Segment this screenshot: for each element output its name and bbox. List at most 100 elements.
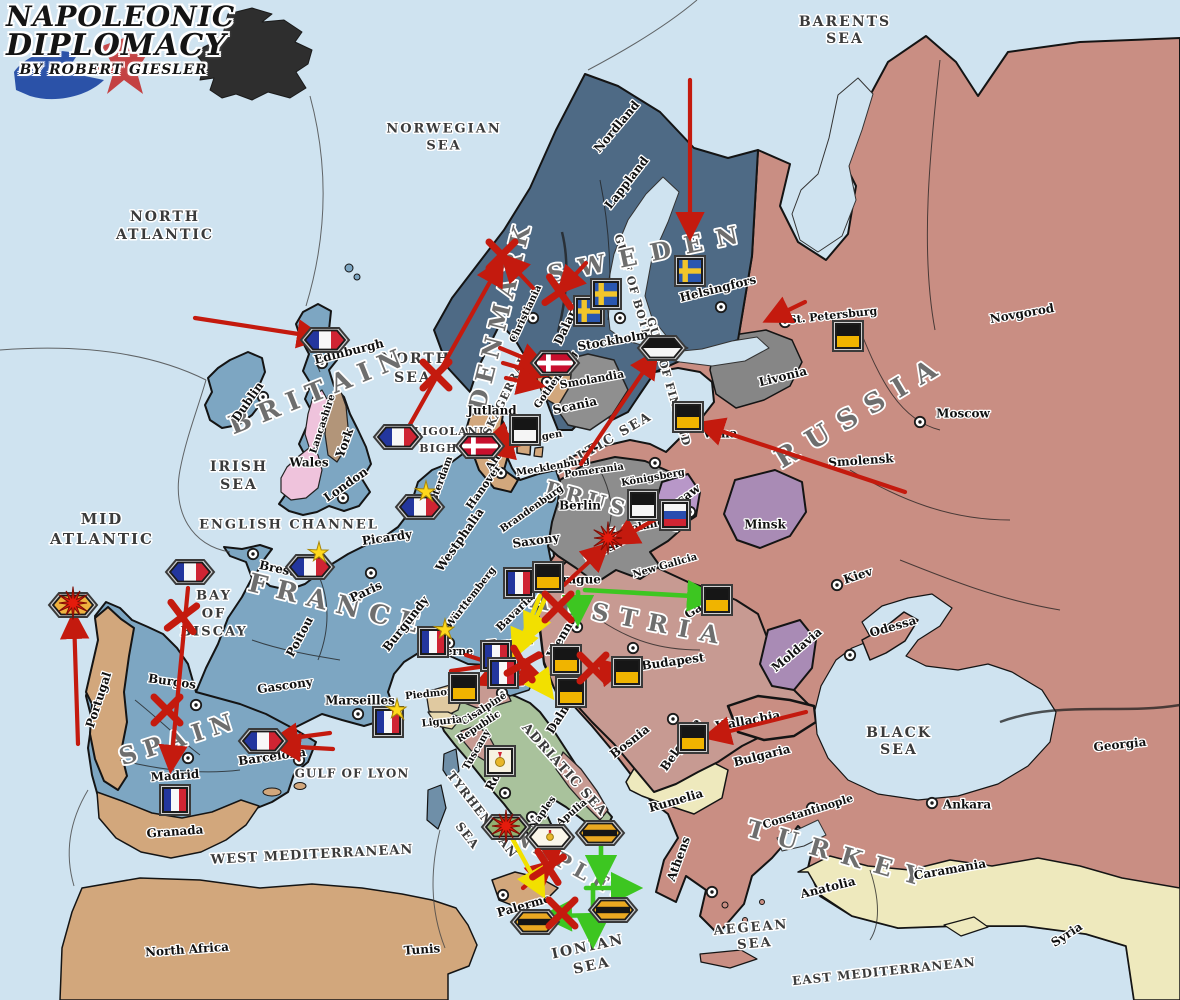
region-ireland[interactable]	[204, 351, 266, 429]
supply-center-berlin[interactable]	[543, 490, 557, 504]
unit-fleet-france[interactable]	[237, 728, 289, 754]
unit-army-austria[interactable]	[701, 584, 733, 616]
region-turkey-anatolia[interactable]	[797, 855, 1180, 1000]
supply-center-naples[interactable]	[525, 810, 539, 824]
title-line2: DIPLOMACY	[6, 28, 227, 64]
battle-x-mark	[163, 598, 201, 636]
region-label-smolensk: Smolensk	[828, 451, 895, 470]
supply-center-palermo[interactable]	[496, 888, 510, 902]
supply-center-budapest[interactable]	[626, 641, 640, 655]
battle-x-mark	[503, 644, 543, 684]
sea-label-of: OF	[202, 607, 227, 622]
unit-army-austria[interactable]	[532, 561, 564, 593]
region-label-marseilles: Marseilles	[325, 694, 395, 708]
unit-army-austria[interactable]	[555, 676, 587, 708]
sea-white-sea	[791, 77, 874, 253]
supply-center-christiania[interactable]	[526, 311, 540, 325]
unit-fleet-denmark[interactable]	[529, 350, 581, 376]
region-aegean-islet	[721, 901, 729, 909]
region-label-jutland: Jutland	[466, 404, 517, 418]
unit-fleet-denmark[interactable]	[454, 433, 506, 459]
region-york[interactable]	[324, 391, 349, 463]
region-wales[interactable]	[280, 447, 323, 501]
supply-center-k-nigsberg[interactable]	[648, 456, 662, 470]
blue-splash-shape	[14, 51, 104, 100]
move-arrow-yellow	[510, 593, 543, 661]
sea-label-irish: IRISH	[210, 459, 268, 475]
supply-center-paris[interactable]	[364, 566, 378, 580]
supply-center-rome[interactable]	[498, 786, 512, 800]
supply-center-ankara[interactable]	[925, 796, 939, 810]
region-portugal[interactable]	[85, 606, 135, 791]
supply-star	[432, 616, 456, 641]
supply-center-stockholm[interactable]	[613, 311, 627, 325]
unit-fleet-france[interactable]	[372, 424, 424, 450]
unit-army-prussia[interactable]	[509, 414, 541, 446]
supply-center-athens[interactable]	[705, 885, 719, 899]
region-label-moscow: Moscow	[936, 407, 990, 421]
battle-x-mark	[576, 651, 610, 685]
region-moldavia[interactable]	[759, 619, 817, 691]
unit-fleet-naples[interactable]	[574, 820, 626, 846]
unit-army-sweden[interactable]	[590, 278, 622, 310]
supply-center-belgrade[interactable]	[666, 712, 680, 726]
title-byline: BY ROBERT GIESLER	[19, 62, 208, 79]
unit-army-austria[interactable]	[832, 320, 864, 352]
unit-army-france[interactable]	[159, 784, 191, 816]
title-splash-art	[14, 38, 161, 100]
supply-center-helsingfors[interactable]	[714, 300, 728, 314]
unit-army-austria[interactable]	[672, 401, 704, 433]
sea-label-sea: SEA	[880, 742, 918, 758]
region-aegean-islet-3	[759, 899, 765, 905]
region-north-africa[interactable]	[59, 877, 478, 1000]
supply-center-madrid[interactable]	[181, 751, 195, 765]
sea-label-english-channel: ENGLISH CHANNEL	[199, 518, 379, 533]
battle-x-mark	[419, 358, 453, 392]
move-arrow-red	[503, 366, 547, 395]
explosion-mark	[593, 521, 623, 555]
supply-center-kiev[interactable]	[830, 578, 844, 592]
supply-center-constantinople[interactable]	[805, 801, 819, 815]
unit-army-rome[interactable]	[484, 745, 516, 777]
move-arrow-red	[59, 609, 90, 747]
unit-army-russia[interactable]	[659, 499, 691, 531]
supply-center-altona[interactable]	[494, 466, 508, 480]
supply-center-burgos[interactable]	[189, 698, 203, 712]
unit-fleet-france[interactable]	[284, 554, 336, 580]
region-label-minsk: Minsk	[744, 518, 786, 532]
unit-fleet-naples_white[interactable]	[524, 824, 576, 850]
unit-army-austria[interactable]	[611, 656, 643, 688]
unit-fleet-prussia[interactable]	[636, 335, 688, 361]
supply-center-dublin[interactable]	[256, 390, 270, 404]
unit-fleet-naples[interactable]	[587, 897, 639, 923]
supply-center-venice[interactable]	[495, 686, 509, 700]
unit-fleet-france[interactable]	[299, 327, 351, 353]
unit-army-france[interactable]	[372, 706, 404, 738]
supply-center-odessa[interactable]	[843, 648, 857, 662]
supply-center-edinburgh[interactable]	[315, 356, 329, 370]
region-liguria[interactable]	[427, 711, 462, 730]
supply-center-marseilles[interactable]	[351, 707, 365, 721]
unit-army-austria[interactable]	[677, 722, 709, 754]
move-arrow-red	[192, 315, 327, 349]
unit-army-sweden[interactable]	[674, 255, 706, 287]
sea-label-barents: BARENTS	[799, 14, 891, 30]
unit-army-france[interactable]	[503, 567, 535, 599]
supply-center-london[interactable]	[336, 491, 350, 505]
sea-marmara	[776, 819, 827, 852]
unit-army-prussia[interactable]	[627, 489, 659, 521]
unit-fleet-france[interactable]	[164, 559, 216, 585]
unit-army-austria[interactable]	[550, 644, 582, 676]
move-arrow-yellow	[509, 835, 546, 899]
region-label-berlin: Berlin	[559, 499, 601, 513]
supply-center-brest[interactable]	[246, 547, 260, 561]
unit-army-austria[interactable]	[448, 672, 480, 704]
region-minsk[interactable]	[723, 469, 807, 549]
supply-star	[306, 539, 330, 564]
region-label-wales: Wales	[288, 456, 328, 470]
supply-center-moscow[interactable]	[913, 415, 927, 429]
region-cyprus	[943, 916, 989, 937]
sea-zone-boundaries	[0, 0, 698, 949]
sea-label-sea: SEA	[220, 477, 258, 493]
unit-fleet-france[interactable]	[394, 494, 446, 520]
